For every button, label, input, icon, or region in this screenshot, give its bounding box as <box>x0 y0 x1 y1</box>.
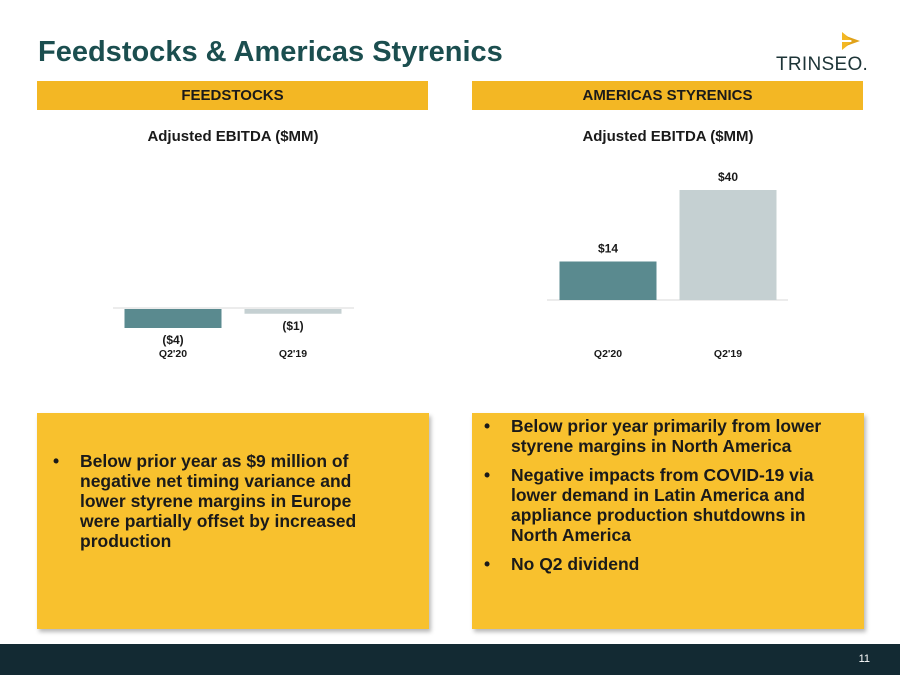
styrenics-chart-title: Adjusted EBITDA ($MM) <box>582 128 754 145</box>
styrenics-category-label: Q2'20 <box>594 348 622 360</box>
styrenics-data-label: $14 <box>598 242 618 256</box>
page-title: Feedstocks & Americas Styrenics <box>38 36 503 68</box>
feedstocks-category-label: Q2'20 <box>159 348 187 360</box>
styrenics-bullet: Below prior year primarily from lower st… <box>482 416 854 456</box>
styrenics-bar-q2-20 <box>559 261 657 300</box>
feedstocks-bar-q2-20 <box>124 309 222 328</box>
styrenics-commentary: Below prior year primarily from lower st… <box>472 413 864 629</box>
trinseo-chevron-icon <box>842 32 860 50</box>
styrenics-bullet: Negative impacts from COVID-19 via lower… <box>482 465 854 545</box>
page-number: 11 <box>858 653 870 665</box>
feedstocks-data-label: ($4) <box>162 333 183 347</box>
logo-text: TRINSEO. <box>776 54 869 75</box>
styrenics-bullet-list: Below prior year primarily from lower st… <box>482 416 854 574</box>
feedstocks-bullet-list: Below prior year as $9 million of negati… <box>51 451 395 551</box>
styrenics-bullet: No Q2 dividend <box>482 554 854 574</box>
feedstocks-header: FEEDSTOCKS <box>37 81 428 110</box>
feedstocks-category-label: Q2'19 <box>279 348 307 360</box>
americas-styrenics-header: AMERICAS STYRENICS <box>472 81 863 110</box>
feedstocks-data-label: ($1) <box>282 319 303 333</box>
styrenics-data-label: $40 <box>718 170 738 184</box>
feedstocks-bullet: Below prior year as $9 million of negati… <box>51 451 395 551</box>
footer-bar: 11 <box>0 644 900 675</box>
company-logo: TRINSEO. <box>776 30 869 76</box>
styrenics-bar-q2-19 <box>679 190 777 300</box>
feedstocks-chart-title: Adjusted EBITDA ($MM) <box>147 128 319 145</box>
feedstocks-commentary: Below prior year as $9 million of negati… <box>37 413 429 629</box>
feedstocks-bar-q2-19 <box>244 309 342 314</box>
styrenics-category-label: Q2'19 <box>714 348 742 360</box>
